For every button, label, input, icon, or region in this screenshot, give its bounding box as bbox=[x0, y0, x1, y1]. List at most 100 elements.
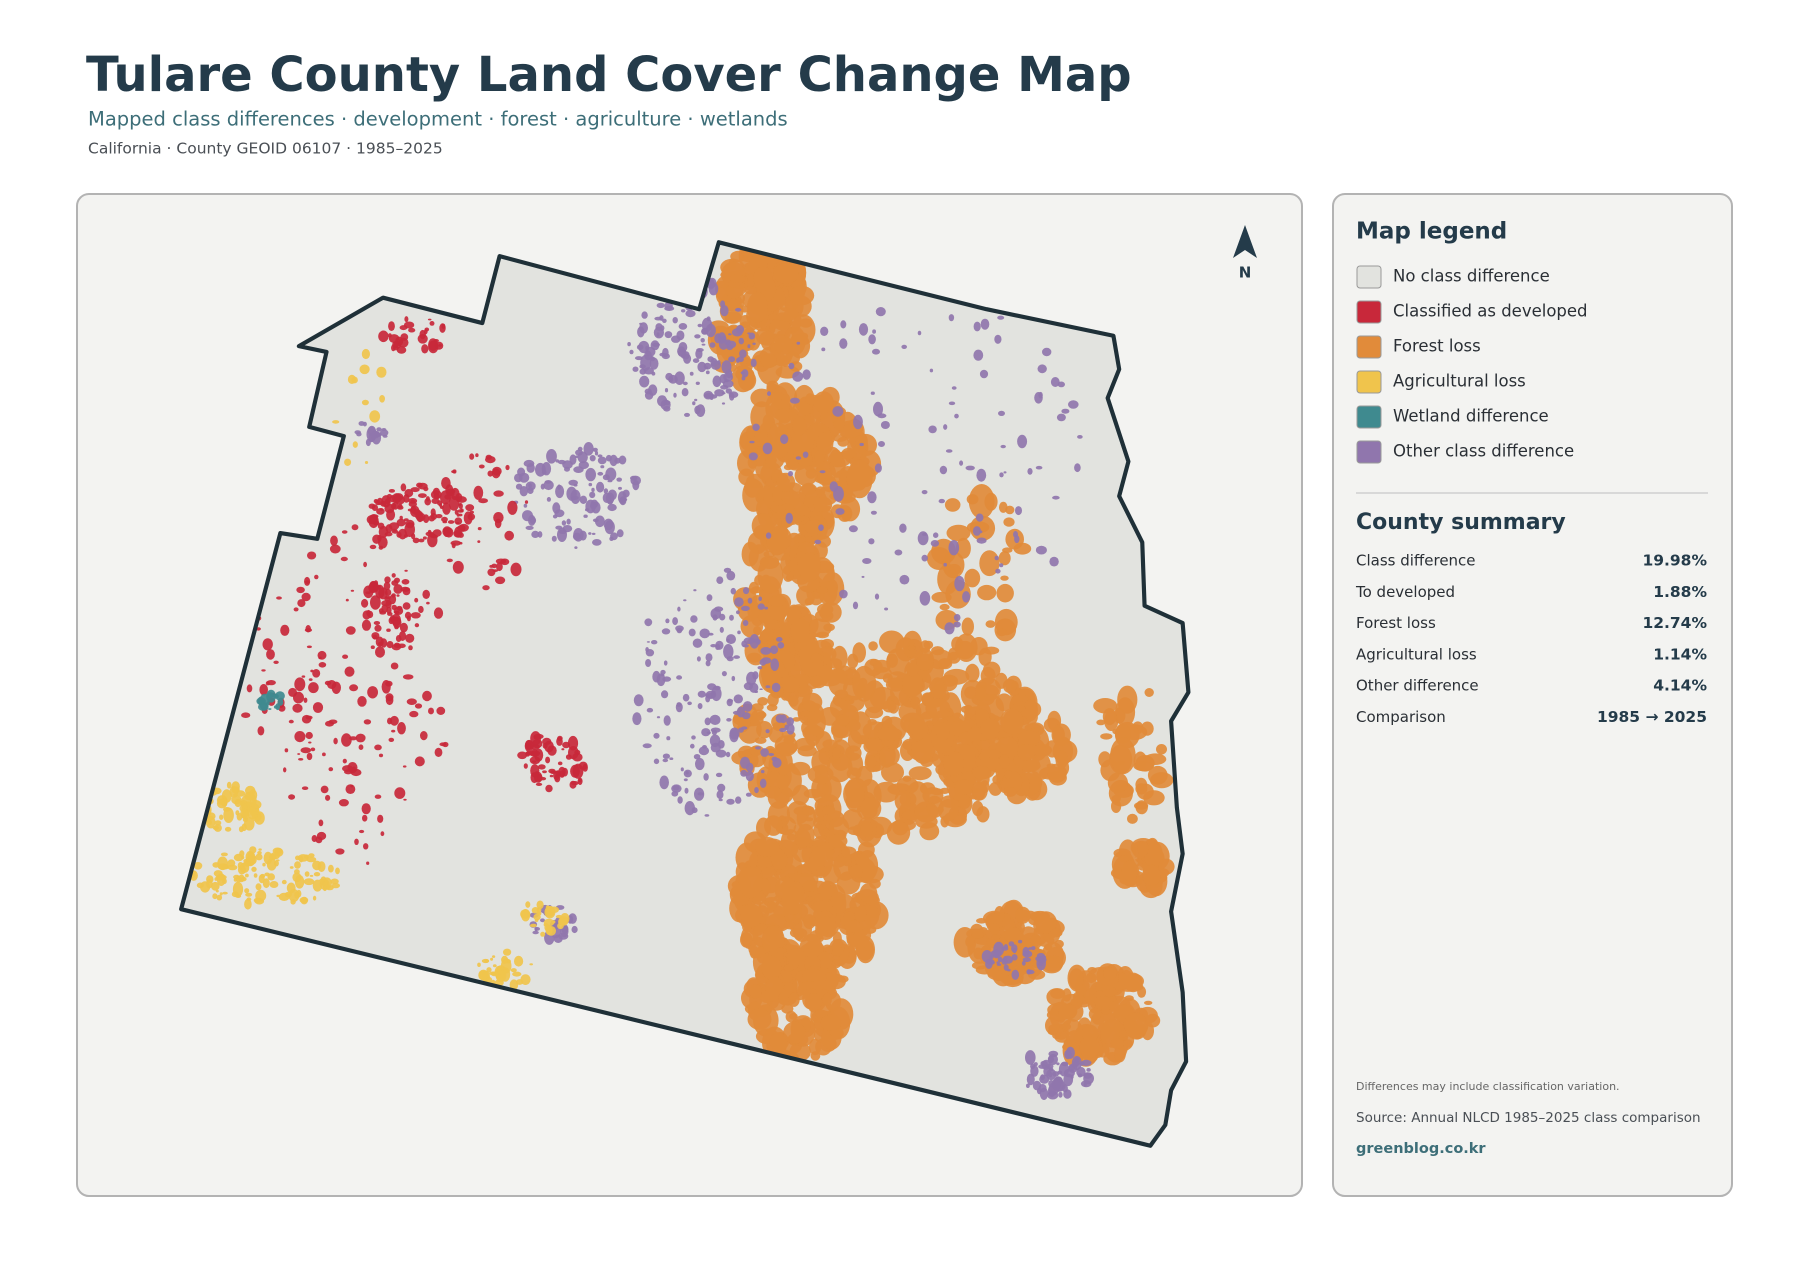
change-patch bbox=[870, 391, 875, 395]
change-patch bbox=[822, 805, 836, 815]
change-patch bbox=[489, 564, 494, 568]
change-patch bbox=[589, 491, 596, 499]
change-patch bbox=[377, 814, 384, 823]
change-patch bbox=[1026, 1083, 1030, 1089]
change-patch bbox=[661, 628, 671, 635]
change-patch bbox=[467, 513, 476, 521]
change-patch bbox=[338, 799, 349, 807]
change-patch bbox=[972, 766, 992, 780]
change-patch bbox=[677, 606, 681, 612]
change-patch bbox=[477, 527, 482, 531]
change-patch bbox=[359, 364, 370, 375]
change-patch bbox=[754, 737, 767, 744]
change-patch bbox=[245, 873, 249, 878]
change-patch bbox=[760, 748, 769, 757]
change-patch bbox=[378, 753, 384, 758]
change-patch bbox=[738, 866, 763, 899]
change-patch bbox=[1135, 783, 1148, 795]
change-patch bbox=[408, 522, 415, 527]
change-patch bbox=[663, 660, 668, 666]
change-patch bbox=[602, 474, 610, 481]
change-patch bbox=[1000, 575, 1009, 581]
legend-swatch bbox=[1356, 370, 1382, 394]
change-patch bbox=[1017, 744, 1035, 761]
change-patch bbox=[424, 498, 432, 506]
change-patch bbox=[1008, 941, 1015, 947]
change-patch bbox=[1135, 800, 1148, 815]
legend-swatch bbox=[1356, 300, 1382, 324]
change-patch bbox=[387, 717, 393, 725]
change-patch bbox=[760, 770, 765, 774]
change-patch bbox=[743, 587, 750, 595]
change-patch bbox=[733, 655, 740, 659]
change-patch bbox=[487, 568, 496, 577]
change-patch bbox=[775, 408, 789, 422]
change-patch bbox=[562, 525, 573, 533]
change-patch bbox=[583, 514, 588, 518]
change-patch bbox=[457, 509, 464, 513]
change-patch bbox=[656, 716, 661, 719]
change-patch bbox=[748, 452, 758, 461]
change-patch bbox=[404, 316, 409, 323]
change-patch bbox=[1016, 705, 1026, 712]
change-patch bbox=[549, 906, 560, 913]
change-patch bbox=[552, 514, 558, 519]
change-patch bbox=[965, 465, 975, 471]
change-patch bbox=[1050, 928, 1063, 938]
change-patch bbox=[755, 746, 762, 750]
change-patch bbox=[899, 574, 910, 585]
change-patch bbox=[244, 791, 255, 801]
change-patch bbox=[837, 436, 849, 447]
change-patch bbox=[642, 743, 652, 749]
summary-value: 12.74% bbox=[1642, 614, 1707, 632]
change-patch bbox=[676, 675, 683, 680]
change-patch bbox=[465, 504, 475, 512]
change-patch bbox=[786, 833, 797, 841]
change-patch bbox=[478, 969, 489, 980]
change-patch bbox=[692, 401, 696, 406]
change-patch bbox=[743, 637, 755, 645]
change-patch bbox=[688, 628, 696, 637]
change-patch bbox=[293, 607, 299, 612]
change-patch bbox=[268, 708, 272, 710]
change-patch bbox=[899, 523, 907, 533]
change-patch bbox=[698, 746, 710, 756]
change-patch bbox=[785, 512, 793, 524]
change-patch bbox=[979, 369, 989, 379]
change-patch bbox=[795, 456, 802, 460]
change-patch bbox=[789, 927, 808, 939]
change-patch bbox=[954, 413, 959, 419]
change-patch bbox=[609, 536, 614, 541]
change-patch bbox=[759, 659, 767, 666]
change-patch bbox=[792, 717, 801, 722]
change-patch bbox=[907, 645, 916, 651]
change-patch bbox=[928, 425, 937, 434]
change-patch bbox=[457, 525, 466, 531]
change-patch bbox=[860, 796, 882, 820]
change-patch bbox=[385, 599, 392, 609]
change-patch bbox=[233, 878, 238, 882]
change-patch bbox=[738, 337, 744, 345]
change-patch bbox=[1038, 391, 1043, 399]
change-patch bbox=[276, 859, 280, 862]
change-patch bbox=[696, 656, 701, 662]
change-patch bbox=[740, 321, 751, 327]
change-patch bbox=[802, 805, 815, 816]
change-patch bbox=[930, 540, 940, 547]
change-patch bbox=[758, 596, 762, 602]
change-patch bbox=[618, 486, 622, 490]
change-patch bbox=[662, 676, 672, 682]
change-patch bbox=[664, 306, 675, 311]
change-patch bbox=[503, 969, 508, 973]
change-patch bbox=[715, 772, 723, 778]
change-patch bbox=[388, 321, 395, 331]
change-patch bbox=[768, 753, 775, 756]
change-patch bbox=[872, 329, 876, 334]
change-patch bbox=[566, 486, 577, 501]
change-patch bbox=[690, 615, 698, 623]
change-patch bbox=[696, 348, 704, 352]
change-patch bbox=[874, 593, 880, 600]
change-patch bbox=[381, 680, 391, 694]
change-patch bbox=[428, 338, 438, 351]
change-patch bbox=[996, 961, 1000, 964]
